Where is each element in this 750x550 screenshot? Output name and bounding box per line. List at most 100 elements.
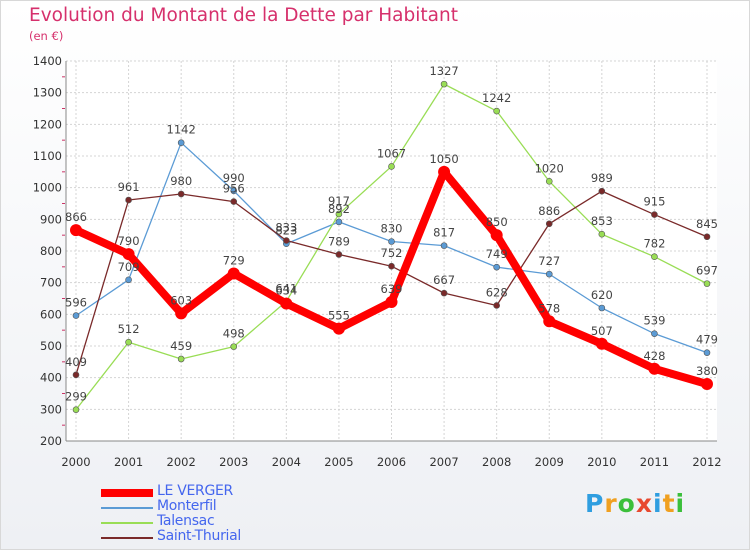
x-tick-label: 2006 bbox=[377, 455, 406, 469]
data-point bbox=[598, 230, 606, 238]
data-label: 845 bbox=[696, 217, 718, 231]
logo-letter: r bbox=[604, 489, 618, 518]
data-label: 628 bbox=[486, 285, 508, 299]
legend-label: Monterfil bbox=[157, 498, 217, 514]
data-label: 866 bbox=[65, 210, 87, 224]
data-label: 1067 bbox=[377, 146, 406, 160]
data-label: 850 bbox=[486, 215, 508, 229]
data-label: 853 bbox=[591, 214, 613, 228]
logo-letter: t bbox=[662, 489, 676, 518]
legend-label: LE VERGER bbox=[157, 483, 233, 499]
data-point bbox=[230, 198, 238, 205]
data-point bbox=[701, 378, 713, 390]
legend-swatch bbox=[101, 489, 153, 497]
x-tick-label: 2003 bbox=[219, 455, 248, 469]
data-label: 752 bbox=[381, 246, 403, 260]
x-tick-label: 2010 bbox=[587, 455, 616, 469]
data-label: 749 bbox=[486, 247, 508, 261]
y-tick-label: 1000 bbox=[33, 181, 62, 195]
x-tick-label: 2012 bbox=[692, 455, 721, 469]
data-label: 886 bbox=[538, 204, 560, 218]
data-point bbox=[388, 262, 395, 270]
data-point bbox=[595, 337, 608, 350]
data-point bbox=[438, 165, 451, 178]
data-label: 1020 bbox=[535, 161, 564, 175]
data-point bbox=[388, 238, 395, 245]
y-tick-label: 500 bbox=[40, 339, 62, 353]
proxiti-logo: Proxiti bbox=[585, 489, 685, 518]
data-label: 299 bbox=[65, 390, 87, 404]
data-label: 980 bbox=[170, 174, 192, 188]
data-label: 459 bbox=[170, 339, 192, 353]
data-point bbox=[177, 139, 185, 146]
logo-letter: i bbox=[675, 489, 686, 518]
data-point bbox=[648, 362, 661, 375]
data-label: 1327 bbox=[429, 64, 458, 78]
data-point bbox=[125, 338, 132, 346]
data-label: 790 bbox=[118, 234, 140, 248]
y-tick-label: 300 bbox=[40, 402, 62, 416]
data-point bbox=[703, 233, 711, 241]
y-tick-label: 400 bbox=[40, 371, 62, 385]
data-label: 603 bbox=[170, 293, 192, 307]
data-point bbox=[651, 253, 658, 260]
x-tick-label: 2011 bbox=[640, 455, 669, 469]
data-point bbox=[598, 304, 606, 312]
unit-label: (en €) bbox=[29, 29, 64, 43]
data-point bbox=[177, 190, 185, 198]
data-point bbox=[335, 251, 343, 258]
x-tick-label: 2001 bbox=[114, 455, 143, 469]
data-label: 1142 bbox=[167, 123, 196, 137]
data-point bbox=[651, 330, 658, 337]
data-label: 833 bbox=[275, 221, 297, 235]
legend-swatch bbox=[101, 522, 153, 524]
data-point bbox=[70, 224, 82, 237]
data-point bbox=[280, 297, 293, 310]
x-tick-label: 2002 bbox=[167, 455, 196, 469]
data-point bbox=[703, 349, 711, 356]
data-label: 634 bbox=[275, 284, 297, 298]
data-label: 989 bbox=[591, 171, 613, 185]
data-point bbox=[440, 242, 448, 249]
data-label: 1242 bbox=[482, 91, 511, 105]
data-point bbox=[385, 295, 398, 308]
x-tick-label: 2005 bbox=[324, 455, 353, 469]
logo-letter: i bbox=[653, 489, 663, 518]
data-point bbox=[230, 343, 238, 350]
data-label: 830 bbox=[381, 222, 403, 236]
data-label: 729 bbox=[223, 253, 245, 267]
data-point bbox=[177, 355, 185, 363]
data-label: 507 bbox=[591, 324, 613, 338]
y-tick-label: 1400 bbox=[33, 54, 62, 68]
data-label: 709 bbox=[118, 260, 140, 274]
x-tick-label: 2004 bbox=[272, 455, 301, 469]
data-point bbox=[598, 187, 606, 195]
data-label: 990 bbox=[223, 171, 245, 185]
data-label: 892 bbox=[328, 202, 350, 216]
data-label: 596 bbox=[65, 296, 87, 310]
y-tick-label: 700 bbox=[40, 276, 62, 290]
data-label: 380 bbox=[696, 364, 718, 378]
y-tick-label: 900 bbox=[40, 212, 62, 226]
data-label: 512 bbox=[118, 322, 140, 336]
x-tick-label: 2009 bbox=[535, 455, 564, 469]
data-label: 823 bbox=[275, 224, 297, 238]
data-point bbox=[335, 218, 343, 226]
data-label: 727 bbox=[538, 254, 560, 268]
data-point bbox=[122, 248, 135, 261]
data-label: 428 bbox=[643, 349, 665, 363]
legend-label: Saint-Thurial bbox=[157, 528, 241, 544]
data-label: 917 bbox=[328, 194, 350, 208]
data-label: 956 bbox=[223, 182, 245, 196]
data-point bbox=[440, 80, 448, 88]
data-label: 817 bbox=[433, 226, 455, 240]
data-label: 667 bbox=[433, 273, 455, 287]
legend-swatch bbox=[101, 537, 153, 539]
data-label: 639 bbox=[381, 282, 403, 296]
data-label: 961 bbox=[118, 180, 140, 194]
data-point bbox=[651, 211, 658, 218]
data-point bbox=[440, 289, 448, 297]
y-tick-label: 800 bbox=[40, 244, 62, 258]
data-point bbox=[230, 187, 238, 195]
